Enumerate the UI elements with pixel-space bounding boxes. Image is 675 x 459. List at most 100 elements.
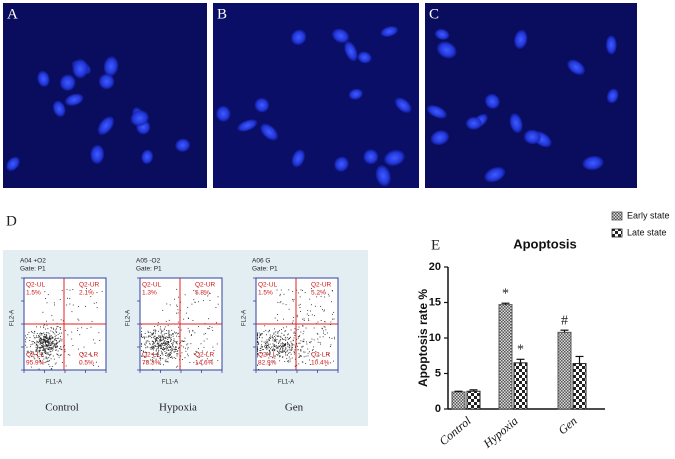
- event-dot: [269, 351, 271, 353]
- event-dot: [40, 337, 42, 339]
- event-dot: [40, 347, 42, 349]
- event-dot: [168, 336, 170, 338]
- event-dot: [155, 330, 157, 332]
- event-dot: [292, 339, 294, 341]
- nucleus: [98, 73, 115, 90]
- event-dot: [49, 344, 51, 346]
- event-dot: [158, 343, 160, 345]
- event-dot: [35, 346, 37, 348]
- event-dot: [144, 338, 146, 340]
- event-dot: [318, 355, 320, 357]
- event-dot: [44, 337, 46, 338]
- panel-label: E: [431, 237, 440, 253]
- event-dot: [159, 362, 161, 364]
- event-dot: [281, 351, 283, 353]
- event-dot: [297, 345, 298, 347]
- event-dot: [151, 352, 153, 354]
- event-dot: [217, 296, 219, 298]
- event-dot: [45, 297, 46, 299]
- nucleus: [523, 129, 541, 145]
- event-dot: [299, 296, 301, 298]
- event-dot: [43, 346, 45, 348]
- event-dot: [160, 336, 162, 338]
- event-dot: [25, 341, 26, 343]
- nucleus: [484, 93, 500, 109]
- event-dot: [41, 345, 42, 346]
- event-dot: [207, 295, 209, 297]
- event-dot: [266, 348, 268, 350]
- event-dot: [154, 326, 155, 327]
- event-dot: [151, 346, 153, 348]
- event-dot: [90, 288, 92, 290]
- event-dot: [166, 360, 168, 362]
- event-dot: [38, 358, 40, 360]
- event-dot: [47, 341, 49, 343]
- event-dot: [159, 348, 161, 350]
- event-dot: [160, 338, 162, 340]
- micrograph: [3, 3, 207, 188]
- event-dot: [48, 341, 49, 343]
- event-dot: [307, 352, 309, 354]
- event-dot: [166, 303, 168, 305]
- event-dot: [330, 344, 332, 346]
- event-dot: [171, 329, 173, 331]
- event-dot: [47, 328, 49, 330]
- event-dot: [292, 300, 294, 302]
- event-dot: [268, 364, 270, 366]
- event-dot: [196, 292, 197, 294]
- event-dot: [184, 347, 186, 349]
- event-dot: [155, 353, 157, 355]
- quadrant-percent: 95.9%: [26, 360, 45, 367]
- event-dot: [168, 353, 170, 355]
- event-dot: [31, 341, 33, 343]
- event-dot: [55, 344, 57, 345]
- event-dot: [49, 338, 51, 340]
- event-dot: [280, 337, 282, 339]
- event-dot: [67, 334, 69, 336]
- event-dot: [157, 342, 159, 344]
- nucleus: [567, 59, 585, 75]
- event-dot: [52, 355, 54, 357]
- event-dot: [53, 345, 55, 347]
- event-dot: [292, 299, 294, 301]
- event-dot: [66, 288, 68, 290]
- y-tick-label: 20: [429, 261, 441, 273]
- event-dot: [275, 337, 277, 339]
- event-dot: [170, 346, 172, 348]
- event-dot: [83, 346, 85, 348]
- event-dot: [290, 345, 292, 347]
- event-dot: [284, 361, 286, 363]
- event-dot: [296, 316, 298, 318]
- legend-label: Late state: [627, 227, 667, 237]
- event-dot: [257, 332, 258, 334]
- event-dot: [170, 346, 172, 347]
- event-dot: [95, 302, 97, 304]
- event-dot: [36, 342, 38, 344]
- event-dot: [327, 353, 329, 355]
- event-dot: [49, 336, 51, 338]
- event-dot: [211, 326, 213, 328]
- event-dot: [49, 343, 51, 344]
- event-dot: [38, 350, 40, 352]
- event-dot: [272, 346, 274, 348]
- event-dot: [291, 344, 293, 346]
- event-dot: [168, 319, 170, 321]
- event-dot: [302, 289, 303, 291]
- event-dot: [264, 346, 265, 348]
- event-dot: [193, 299, 195, 301]
- event-dot: [173, 346, 175, 348]
- event-dot: [162, 336, 164, 338]
- event-dot: [330, 362, 332, 364]
- event-dot: [294, 358, 296, 360]
- event-dot: [163, 364, 164, 366]
- event-dot: [158, 350, 160, 352]
- event-dot: [55, 343, 57, 344]
- event-dot: [311, 349, 313, 351]
- event-dot: [286, 358, 288, 360]
- event-dot: [265, 347, 266, 349]
- legend-swatch: [611, 228, 623, 238]
- event-dot: [291, 342, 293, 344]
- event-dot: [32, 353, 34, 355]
- event-dot: [34, 337, 36, 339]
